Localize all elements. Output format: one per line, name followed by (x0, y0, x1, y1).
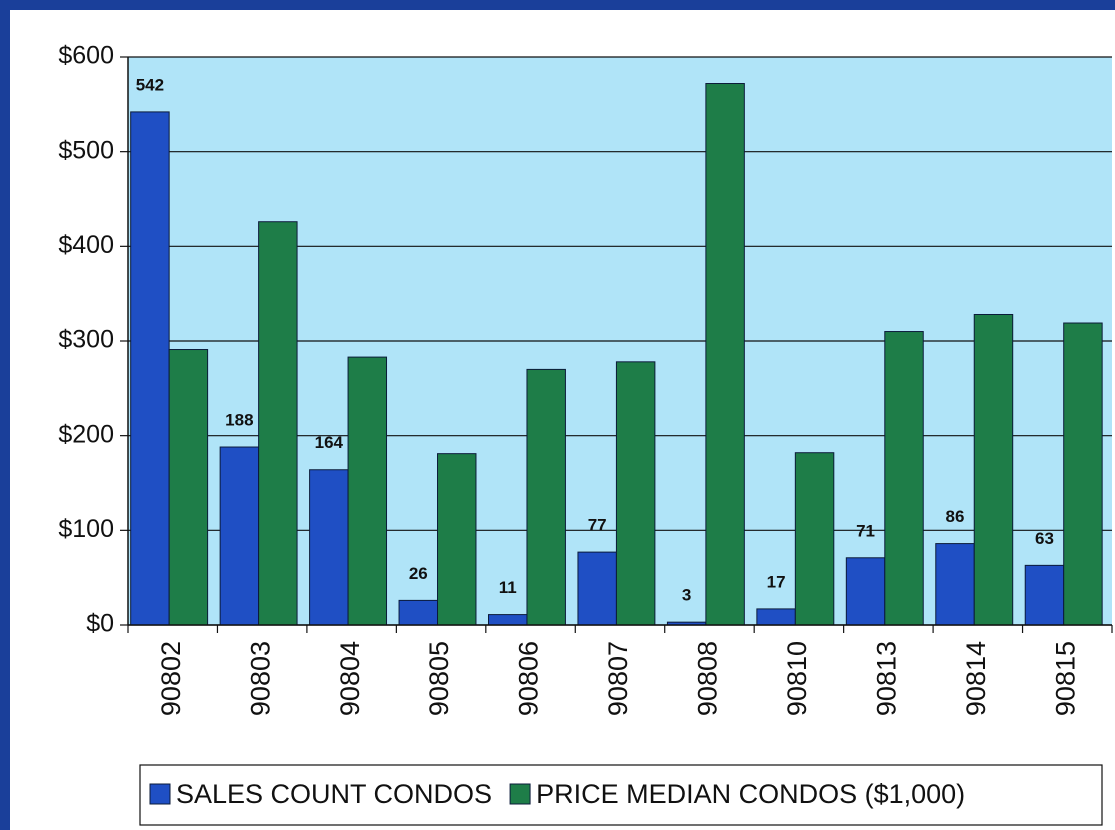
x-tick-label: 90815 (1050, 641, 1080, 716)
data-label: 77 (588, 516, 607, 535)
bar (168, 349, 209, 626)
y-tick-label: $400 (58, 231, 114, 259)
y-tick-label: $100 (58, 515, 114, 543)
data-label: 3 (682, 586, 691, 605)
bar (973, 313, 1014, 626)
bar (935, 543, 975, 626)
x-tick-label: 90805 (424, 641, 454, 716)
legend-label: PRICE MEDIAN CONDOS ($1,000) (536, 779, 965, 809)
bar (577, 551, 617, 626)
data-label: 188 (225, 411, 253, 430)
bar (130, 111, 170, 626)
bar (437, 453, 477, 626)
legend-box (139, 764, 1103, 826)
x-tick-label: 90803 (245, 641, 275, 716)
bar (705, 83, 745, 626)
data-label: 71 (856, 521, 875, 540)
x-tick-label: 90806 (514, 641, 544, 716)
bar (526, 368, 566, 626)
y-tick-label: $600 (58, 42, 114, 70)
bar (794, 452, 835, 626)
x-tick-label: 90802 (156, 641, 186, 716)
y-tick-label: $500 (58, 136, 114, 164)
x-tick-label: 90810 (782, 641, 812, 716)
bar (845, 557, 886, 626)
data-label: 26 (409, 564, 428, 583)
data-label: 17 (767, 572, 786, 591)
bar (1063, 322, 1103, 626)
bar (398, 599, 439, 626)
legend-swatch (509, 783, 531, 805)
data-label: 164 (315, 433, 344, 452)
y-tick-label: $200 (58, 420, 114, 448)
bar (309, 469, 349, 626)
legend-swatch (149, 783, 171, 805)
y-tick-label: $0 (86, 610, 114, 638)
bar (756, 608, 796, 626)
bar (258, 221, 298, 626)
bar (615, 361, 656, 626)
x-tick-label: 90804 (335, 641, 365, 716)
data-label: 11 (499, 578, 517, 597)
data-label: 86 (946, 507, 965, 526)
bar (488, 614, 528, 626)
x-tick-label: 90807 (603, 641, 633, 716)
bar (1024, 564, 1065, 626)
x-tick-label: 90814 (961, 641, 991, 716)
bar (347, 356, 388, 626)
data-label: 63 (1035, 529, 1054, 548)
bar (219, 446, 260, 626)
y-tick-label: $300 (58, 326, 114, 354)
x-tick-label: 90813 (871, 641, 901, 716)
bar (884, 331, 924, 626)
data-label: 542 (136, 75, 164, 94)
legend-label: SALES COUNT CONDOS (176, 779, 492, 809)
x-tick-label: 90808 (693, 641, 723, 716)
